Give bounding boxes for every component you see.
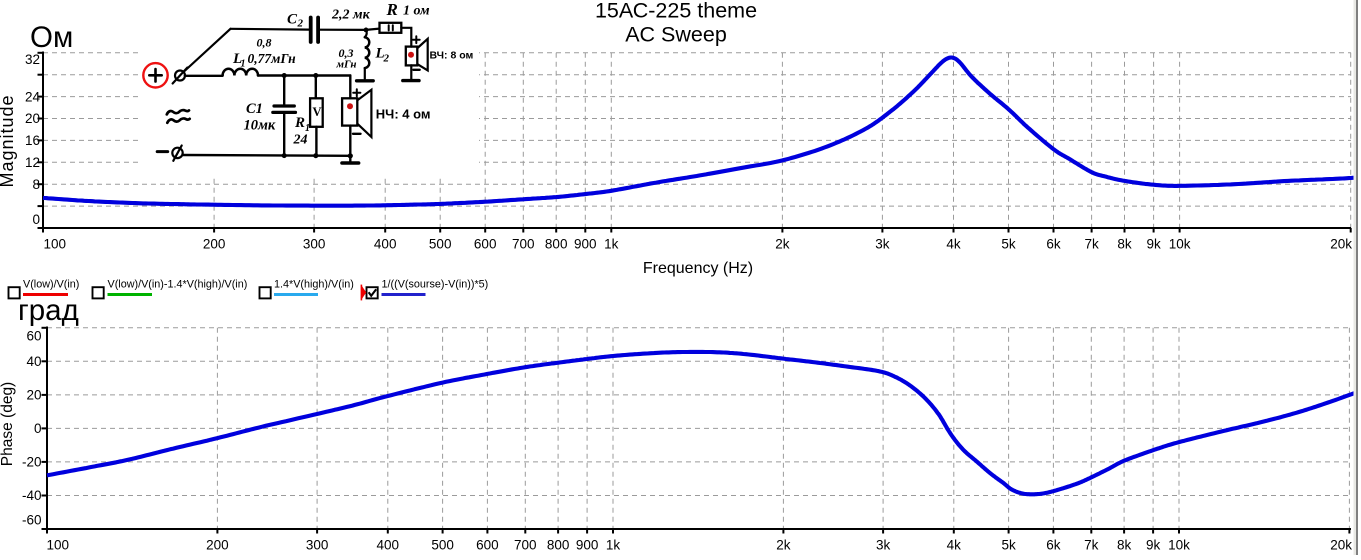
svg-text:ВЧ: 8 ом: ВЧ: 8 ом bbox=[430, 50, 474, 62]
svg-text:24: 24 bbox=[293, 133, 308, 148]
svg-text:0,77мГн: 0,77мГн bbox=[248, 51, 297, 66]
svg-text:Magnitude: Magnitude bbox=[0, 94, 17, 187]
svg-text:1 ом: 1 ом bbox=[403, 4, 430, 19]
svg-text:6k: 6k bbox=[1046, 538, 1061, 553]
svg-text:500: 500 bbox=[431, 538, 454, 553]
svg-text:R: R bbox=[386, 0, 398, 19]
svg-text:16: 16 bbox=[25, 133, 40, 148]
svg-text:2: 2 bbox=[383, 53, 390, 65]
svg-text:5k: 5k bbox=[1001, 237, 1016, 252]
svg-text:800: 800 bbox=[547, 538, 570, 553]
svg-text:900: 900 bbox=[574, 237, 597, 252]
svg-text:2k: 2k bbox=[776, 538, 791, 553]
svg-text:300: 300 bbox=[303, 237, 326, 252]
svg-text:600: 600 bbox=[474, 237, 497, 252]
svg-text:600: 600 bbox=[476, 538, 499, 553]
svg-text:40: 40 bbox=[26, 354, 41, 369]
svg-text:V(low)/V(in): V(low)/V(in) bbox=[23, 279, 79, 291]
svg-text:-40: -40 bbox=[22, 488, 42, 503]
svg-text:900: 900 bbox=[576, 538, 599, 553]
svg-text:10k: 10k bbox=[1169, 237, 1191, 252]
svg-text:500: 500 bbox=[429, 237, 452, 252]
svg-text:200: 200 bbox=[206, 538, 229, 553]
svg-text:7k: 7k bbox=[1084, 237, 1099, 252]
svg-text:9k: 9k bbox=[1146, 538, 1161, 553]
svg-text:мГн: мГн bbox=[336, 59, 357, 71]
svg-text:700: 700 bbox=[514, 538, 537, 553]
svg-text:L: L bbox=[232, 51, 242, 67]
svg-text:7k: 7k bbox=[1084, 538, 1099, 553]
svg-text:4k: 4k bbox=[947, 538, 962, 553]
svg-text:R: R bbox=[294, 115, 305, 131]
svg-text:C1: C1 bbox=[246, 101, 263, 117]
svg-text:20k: 20k bbox=[1330, 538, 1352, 553]
svg-text:AC Sweep: AC Sweep bbox=[625, 23, 727, 47]
svg-text:2k: 2k bbox=[775, 237, 790, 252]
svg-text:V(low)/V(in)-1.4*V(high)/V(in): V(low)/V(in)-1.4*V(high)/V(in) bbox=[108, 279, 248, 291]
svg-text:2: 2 bbox=[297, 18, 304, 30]
svg-text:24: 24 bbox=[25, 89, 41, 104]
svg-text:60: 60 bbox=[26, 329, 41, 344]
svg-text:-60: -60 bbox=[22, 513, 42, 528]
svg-text:10мк: 10мк bbox=[244, 118, 276, 134]
svg-text:300: 300 bbox=[306, 538, 329, 553]
svg-text:100: 100 bbox=[44, 237, 67, 252]
svg-text:10k: 10k bbox=[1168, 538, 1190, 553]
svg-text:1: 1 bbox=[305, 123, 310, 134]
svg-text:1.4*V(high)/V(in): 1.4*V(high)/V(in) bbox=[274, 279, 354, 291]
svg-text:C: C bbox=[287, 12, 298, 28]
svg-text:20: 20 bbox=[26, 388, 41, 403]
svg-text:32: 32 bbox=[25, 52, 40, 67]
svg-text:4k: 4k bbox=[946, 237, 961, 252]
svg-text:200: 200 bbox=[203, 237, 226, 252]
svg-text:5k: 5k bbox=[1001, 538, 1016, 553]
svg-text:400: 400 bbox=[377, 538, 400, 553]
svg-text:20: 20 bbox=[25, 111, 40, 126]
svg-text:9k: 9k bbox=[1146, 237, 1161, 252]
svg-text:12: 12 bbox=[25, 155, 40, 170]
svg-text:V: V bbox=[313, 105, 322, 119]
svg-text:1k: 1k bbox=[606, 538, 621, 553]
svg-text:1k: 1k bbox=[604, 237, 619, 252]
svg-text:8k: 8k bbox=[1117, 237, 1132, 252]
svg-text:Frequency (Hz): Frequency (Hz) bbox=[643, 260, 753, 277]
svg-text:НЧ: 4 ом: НЧ: 4 ом bbox=[376, 107, 431, 122]
svg-text:град: град bbox=[18, 294, 79, 327]
svg-text:Ом: Ом bbox=[30, 21, 73, 54]
svg-text:400: 400 bbox=[374, 237, 397, 252]
svg-text:0: 0 bbox=[34, 421, 42, 436]
svg-text:0,3: 0,3 bbox=[339, 46, 354, 60]
svg-text:2,2 мк: 2,2 мк bbox=[331, 8, 371, 23]
svg-text:15АС-225 theme: 15АС-225 theme bbox=[595, 0, 757, 23]
svg-text:8: 8 bbox=[32, 177, 40, 192]
svg-text:100: 100 bbox=[47, 538, 70, 553]
svg-text:-20: -20 bbox=[22, 455, 42, 470]
svg-text:1: 1 bbox=[241, 59, 246, 70]
svg-text:20k: 20k bbox=[1330, 237, 1352, 252]
svg-text:800: 800 bbox=[545, 237, 568, 252]
svg-text:3k: 3k bbox=[875, 237, 890, 252]
svg-text:6k: 6k bbox=[1046, 237, 1061, 252]
svg-text:1/((V(sourse)-V(in))*5): 1/((V(sourse)-V(in))*5) bbox=[382, 279, 489, 291]
svg-text:L: L bbox=[375, 46, 385, 62]
svg-text:Phase (deg): Phase (deg) bbox=[0, 382, 16, 466]
svg-text:0,8: 0,8 bbox=[257, 36, 272, 50]
svg-text:0: 0 bbox=[32, 212, 40, 227]
svg-text:8k: 8k bbox=[1117, 538, 1132, 553]
svg-text:3k: 3k bbox=[876, 538, 891, 553]
svg-text:700: 700 bbox=[512, 237, 535, 252]
